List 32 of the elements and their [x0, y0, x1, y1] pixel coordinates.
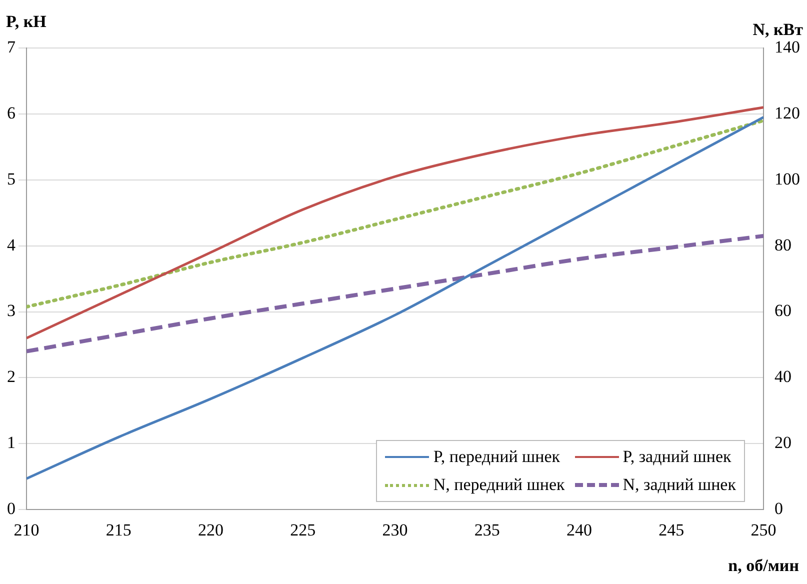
y2-tick-label: 20 — [774, 433, 792, 452]
x-tick-label: 215 — [106, 520, 132, 540]
y2-tick-label: 100 — [774, 169, 800, 188]
y-tick-label: 4 — [7, 235, 16, 254]
x-tick-label: 235 — [474, 520, 500, 540]
y-tick-label: 5 — [7, 169, 16, 188]
y2-tick-label: 140 — [774, 37, 800, 56]
x-axis-title: n, об/мин — [728, 556, 799, 576]
y-tick-label: 3 — [7, 301, 16, 320]
x-tick-label: 230 — [382, 520, 408, 540]
y-tick-label: 2 — [7, 367, 16, 386]
y-tick-label: 0 — [7, 499, 16, 518]
legend-label: P, передний шнек — [433, 447, 560, 467]
y2-tick-label: 60 — [774, 301, 792, 320]
y2-tick-label: 0 — [774, 499, 783, 518]
x-tick-label: 245 — [658, 520, 684, 540]
x-tick-label: 240 — [566, 520, 592, 540]
x-tick-label: 220 — [198, 520, 224, 540]
x-tick-label: 210 — [14, 520, 40, 540]
y-axis-title: P, кН — [6, 12, 46, 32]
y2-tick-label: 80 — [774, 235, 792, 254]
y-tick-label: 1 — [7, 433, 16, 452]
y2-tick-label: 120 — [774, 103, 800, 122]
legend-label: N, передний шнек — [433, 475, 565, 495]
x-tick-label: 250 — [750, 520, 776, 540]
y2-axis-title: N, кВт — [752, 20, 803, 40]
legend-label: N, задний шнек — [622, 475, 736, 495]
y-tick-label: 6 — [7, 103, 16, 122]
y2-tick-label: 40 — [774, 367, 792, 386]
x-tick-label: 225 — [290, 520, 316, 540]
legend-label: P, задний шнек — [622, 447, 732, 467]
y-tick-label: 7 — [7, 37, 16, 56]
